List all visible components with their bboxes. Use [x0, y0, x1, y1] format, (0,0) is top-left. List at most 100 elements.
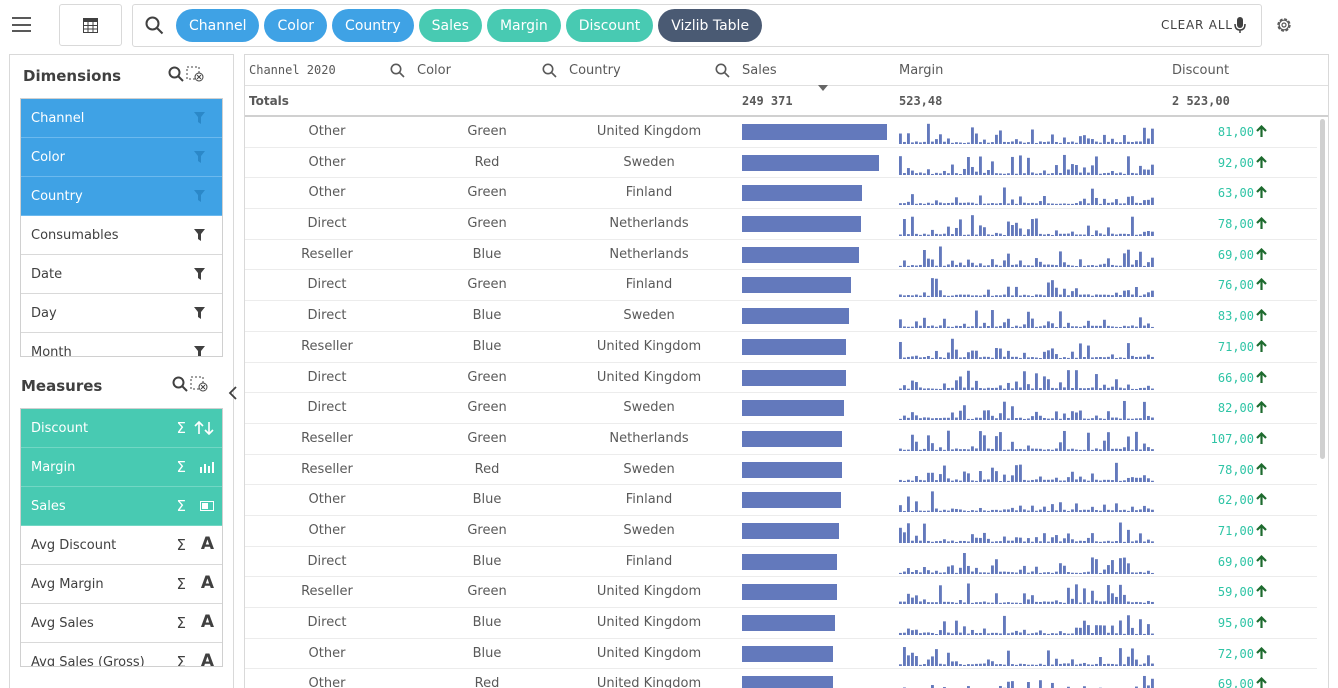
table-row[interactable]: Other Red United Kingdom 69,00 — [245, 669, 1317, 688]
cell-color[interactable]: Green — [467, 216, 507, 232]
header-channel[interactable]: Channel 2020 — [249, 63, 336, 77]
measure-item[interactable]: Sales Σ — [21, 487, 222, 526]
cell-channel[interactable]: Other — [308, 124, 346, 139]
cell-country[interactable]: Sweden — [623, 522, 675, 538]
table-row[interactable]: Direct Blue Sweden 83,00 — [245, 301, 1317, 332]
table-row[interactable]: Direct Green United Kingdom 66,00 — [245, 363, 1317, 394]
cell-channel[interactable]: Reseller — [301, 246, 353, 262]
table-row[interactable]: Reseller Red Sweden 78,00 — [245, 455, 1317, 486]
text-a-icon[interactable]: A — [200, 573, 214, 593]
cell-channel[interactable]: Reseller — [301, 584, 353, 600]
table-row[interactable]: Other Green Sweden 71,00 — [245, 516, 1317, 547]
sigma-icon[interactable]: Σ — [176, 614, 186, 632]
table-row[interactable]: Direct Green Netherlands 78,00 — [245, 209, 1317, 240]
cell-color[interactable]: Green — [467, 400, 507, 416]
table-view-button[interactable] — [59, 4, 122, 46]
header-color[interactable]: Color — [417, 63, 451, 78]
cell-country[interactable]: United Kingdom — [596, 124, 702, 139]
cell-country[interactable]: United Kingdom — [596, 676, 702, 688]
selection-chip[interactable]: Vizlib Table — [658, 9, 763, 42]
cell-country[interactable]: United Kingdom — [596, 338, 702, 354]
text-a-icon[interactable]: A — [200, 651, 214, 667]
table-row[interactable]: Reseller Green Netherlands 107,00 — [245, 424, 1317, 455]
sigma-icon[interactable]: Σ — [176, 497, 186, 515]
cell-channel[interactable]: Direct — [307, 369, 347, 385]
cell-color[interactable]: Blue — [472, 492, 502, 508]
table-row[interactable]: Other Green Finland 63,00 — [245, 178, 1317, 210]
header-sales[interactable]: Sales — [742, 63, 777, 78]
measure-item[interactable]: Margin Σ — [21, 448, 222, 487]
selection-chip[interactable]: Margin — [486, 9, 561, 42]
text-a-icon[interactable]: A — [200, 612, 214, 632]
table-row[interactable]: Direct Blue Finland 69,00 — [245, 547, 1317, 578]
cell-country[interactable]: Finland — [625, 553, 673, 569]
cell-channel[interactable]: Reseller — [301, 338, 353, 354]
selection-chip[interactable]: Sales — [418, 9, 482, 42]
column-search-icon[interactable] — [542, 63, 557, 78]
cell-country[interactable]: Sweden — [623, 461, 675, 477]
table-row[interactable]: Direct Green Sweden 82,00 — [245, 393, 1317, 424]
dimension-item[interactable]: Country — [21, 177, 222, 216]
cell-country[interactable]: Netherlands — [609, 246, 689, 262]
selection-chip[interactable]: Discount — [565, 9, 654, 42]
cell-color[interactable]: Green — [467, 430, 507, 446]
cell-color[interactable]: Blue — [472, 645, 502, 661]
cell-color[interactable]: Red — [474, 461, 500, 477]
cell-country[interactable]: Sweden — [623, 400, 675, 416]
header-discount[interactable]: Discount — [1172, 63, 1230, 78]
column-search-icon[interactable] — [715, 63, 730, 78]
filter-icon[interactable] — [194, 190, 205, 202]
cell-color[interactable]: Blue — [472, 553, 502, 569]
cell-country[interactable]: United Kingdom — [596, 369, 702, 385]
dimension-item[interactable]: Channel — [21, 99, 222, 138]
cell-channel[interactable]: Other — [308, 676, 346, 688]
dimension-item[interactable]: Date — [21, 255, 222, 294]
sigma-icon[interactable]: Σ — [176, 458, 186, 476]
cell-channel[interactable]: Direct — [307, 400, 347, 416]
measure-item[interactable]: Avg Sales Σ A — [21, 604, 222, 643]
cell-channel[interactable]: Other — [308, 154, 346, 170]
cell-color[interactable]: Green — [467, 369, 507, 385]
dimension-item[interactable]: Consumables — [21, 216, 222, 255]
search-icon[interactable] — [172, 376, 188, 392]
clear-all-button[interactable]: CLEAR ALL — [1161, 18, 1233, 32]
cell-country[interactable]: Sweden — [623, 154, 675, 170]
cell-country[interactable]: Finland — [625, 492, 673, 508]
sigma-icon[interactable]: Σ — [176, 536, 186, 554]
cell-color[interactable]: Red — [474, 154, 500, 170]
filter-icon[interactable] — [194, 346, 205, 357]
dimension-item[interactable]: Day — [21, 294, 222, 333]
filter-icon[interactable] — [194, 151, 205, 163]
cell-channel[interactable]: Direct — [307, 277, 347, 293]
sigma-icon[interactable]: Σ — [176, 419, 186, 437]
search-icon[interactable] — [145, 16, 164, 35]
measure-item[interactable]: Avg Sales (Gross) Σ A — [21, 643, 222, 667]
cell-channel[interactable]: Direct — [307, 308, 347, 324]
cell-country[interactable]: Finland — [625, 185, 673, 201]
header-margin[interactable]: Margin — [899, 63, 944, 78]
filter-icon[interactable] — [194, 268, 205, 280]
cell-country[interactable]: Sweden — [623, 308, 675, 324]
cell-channel[interactable]: Other — [308, 492, 346, 508]
cell-country[interactable]: United Kingdom — [596, 645, 702, 661]
sort-desc-icon[interactable] — [818, 85, 828, 91]
cell-channel[interactable]: Reseller — [301, 430, 353, 446]
cell-country[interactable]: United Kingdom — [596, 584, 702, 600]
dimension-item[interactable]: Color — [21, 138, 222, 177]
cell-country[interactable]: Netherlands — [609, 216, 689, 232]
cell-channel[interactable]: Direct — [307, 615, 347, 630]
selection-chip[interactable]: Channel — [176, 9, 260, 42]
sigma-icon[interactable]: Σ — [176, 653, 186, 667]
cell-color[interactable]: Blue — [472, 308, 502, 324]
vertical-scrollbar[interactable] — [1320, 119, 1325, 459]
sort-arrows-icon[interactable] — [194, 421, 214, 435]
clear-selection-icon[interactable] — [186, 66, 204, 82]
filter-icon[interactable] — [194, 229, 205, 241]
cell-color[interactable]: Green — [467, 584, 507, 600]
cell-channel[interactable]: Direct — [307, 553, 347, 569]
cell-color[interactable]: Green — [467, 277, 507, 293]
clear-selection-icon[interactable] — [190, 376, 208, 392]
cell-channel[interactable]: Reseller — [301, 461, 353, 477]
header-country[interactable]: Country — [569, 63, 621, 78]
table-row[interactable]: Direct Blue United Kingdom 95,00 — [245, 608, 1317, 639]
